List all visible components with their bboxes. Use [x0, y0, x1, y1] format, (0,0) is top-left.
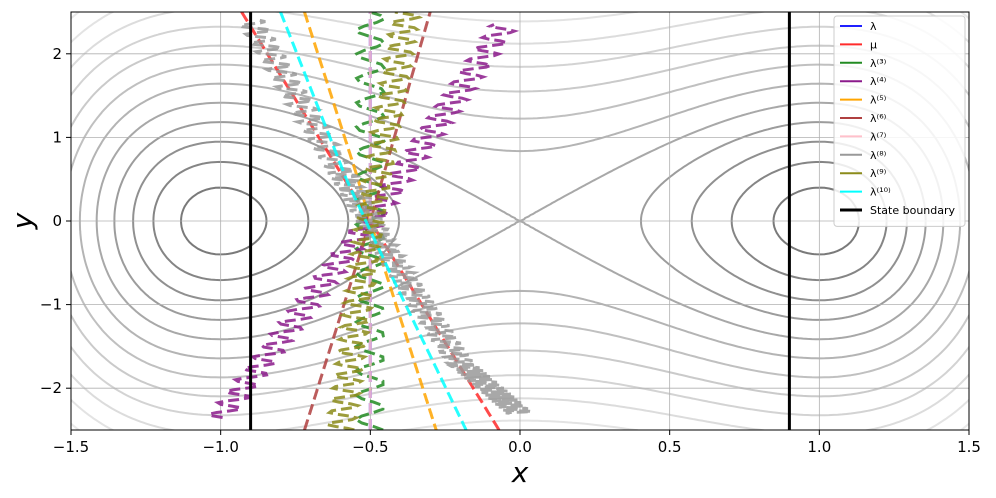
legend-label-2: λ⁽³⁾	[870, 57, 887, 70]
legend-label-4: λ⁽⁵⁾	[870, 94, 887, 107]
legend-label-0: λ	[870, 20, 877, 33]
legend-label-10: State boundary	[870, 204, 956, 217]
legend-label-1: μ	[870, 38, 877, 51]
x-tick-label-5: 1.0	[807, 438, 831, 456]
y-tick-label-4: 2	[52, 45, 62, 63]
legend-label-7: λ⁽⁸⁾	[870, 149, 887, 162]
legend-box	[833, 15, 966, 227]
x-tick-label-1: −1.0	[202, 438, 238, 456]
series-line---4	[303, 12, 438, 430]
series-layer	[204, 12, 532, 430]
series-line---9	[279, 12, 468, 430]
series-line---8	[324, 12, 424, 430]
y-axis-label: y	[6, 212, 39, 230]
x-tick-label-6: 1.5	[957, 438, 981, 456]
legend-label-3: λ⁽⁴⁾	[870, 75, 887, 88]
x-tick-label-2: −0.5	[352, 438, 388, 456]
x-tick-label-0: −1.5	[53, 438, 89, 456]
series-line---5	[303, 12, 432, 430]
boundary-layer	[249, 12, 791, 430]
series-line---7	[237, 18, 532, 415]
y-tick-label-1: −1	[40, 296, 62, 314]
contour-level-10	[71, 12, 969, 430]
legend-label-8: λ⁽⁹⁾	[870, 167, 887, 180]
x-tick-label-4: 0.5	[658, 438, 682, 456]
series-line---3	[204, 23, 520, 419]
axis-ticks: −1.5 −1.0 −0.5 0.0 0.5 1.0 1.5 −2 −1 0 1 2	[40, 45, 981, 456]
x-axis-label: x	[511, 456, 529, 489]
legend-label-5: λ⁽⁶⁾	[870, 112, 887, 125]
contour-level-11	[71, 12, 969, 430]
series-line---2	[353, 12, 387, 430]
y-tick-label-0: −2	[40, 379, 62, 397]
y-tick-label-3: 1	[52, 128, 62, 146]
x-tick-label-3: 0.0	[508, 438, 532, 456]
legend-label-6: λ⁽⁷⁾	[870, 130, 887, 143]
y-tick-label-2: 0	[52, 212, 62, 230]
contour-level-2	[132, 140, 908, 302]
legend-label-9: λ⁽¹⁰⁾	[870, 186, 891, 199]
legend: λμ λ⁽³⁾ λ⁽⁴⁾ λ⁽⁵⁾ λ⁽⁶⁾ λ⁽⁷⁾ λ⁽⁸⁾ λ⁽⁹⁾ λ⁽¹⁰⁾ State…	[833, 15, 966, 227]
contour-level-1	[152, 160, 888, 282]
